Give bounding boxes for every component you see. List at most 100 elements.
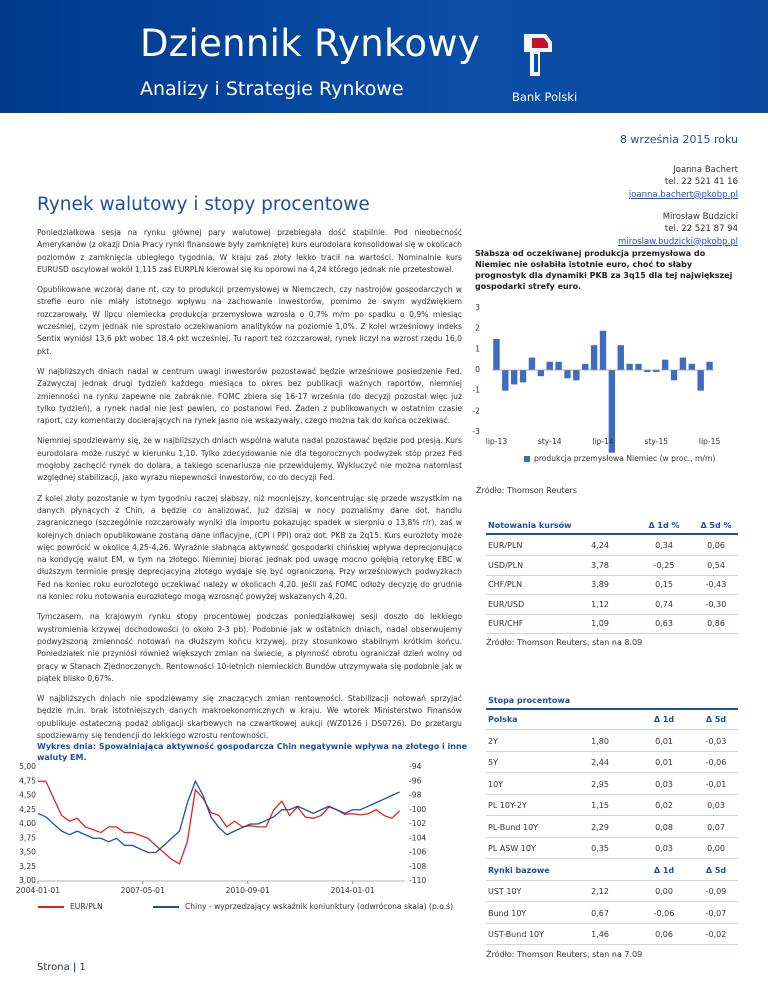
table-cell: UST-Bund 10Y xyxy=(488,930,545,939)
report-date: 8 września 2015 roku xyxy=(619,133,738,146)
y-tick-label: -1 xyxy=(472,386,480,395)
contact: Mirosław Budzicki tel. 22 521 87 94 miro… xyxy=(618,211,738,248)
report-subtitle: Analizy i Strategie Rynkowe xyxy=(140,78,404,100)
table-cell: 1,80 xyxy=(591,736,609,746)
page-number: 1 xyxy=(79,962,86,973)
y-tick-label: 2 xyxy=(475,324,480,333)
header-rule xyxy=(486,533,738,535)
x-tick-label: lip-15 xyxy=(699,437,721,446)
table-cell: 2,95 xyxy=(591,779,609,789)
row-rule xyxy=(486,793,738,795)
bar xyxy=(582,363,589,370)
bar xyxy=(519,370,527,383)
table-cell: 0,06 xyxy=(655,930,673,939)
contact: Joanna Bachert tel. 22 521 41 16 joanna.… xyxy=(629,164,738,201)
bar xyxy=(661,359,669,370)
legend-label: Chiny - wyprzedzający wskaźnik koniunktu… xyxy=(185,902,453,911)
table-cell: 0,08 xyxy=(655,822,673,832)
bar xyxy=(688,363,695,370)
bar xyxy=(644,370,651,373)
row-rule xyxy=(486,901,738,902)
table-cell: 2,44 xyxy=(591,758,609,767)
bar xyxy=(679,357,687,370)
chart-title: Słabsza od oczekiwanej produkcja przemys… xyxy=(475,249,733,291)
report-title: Dziennik Rynkowy xyxy=(140,22,481,65)
y2-tick-label: -110 xyxy=(409,876,426,885)
contact-name: Joanna Bachert xyxy=(673,165,738,175)
table-cell: Δ 1d % xyxy=(648,521,680,530)
table-cell: 0,15 xyxy=(655,580,673,589)
table-cell: -0,03 xyxy=(705,736,727,746)
bar xyxy=(590,345,598,370)
row-rule xyxy=(486,815,738,816)
chart-title: Wykres dnia: Spowalniająca aktywność gos… xyxy=(37,742,468,762)
table-cell: 2Y xyxy=(488,736,498,746)
row-rule xyxy=(486,574,738,576)
table-cell: 2,12 xyxy=(591,887,609,896)
row-rule xyxy=(486,729,738,730)
legend-label: produkcja przemysłowa Niemiec (w proc., … xyxy=(534,454,715,463)
x-tick-label: lip-14 xyxy=(592,437,614,446)
y2-tick-label: -98 xyxy=(409,791,422,800)
legend-label: EUR/PLN xyxy=(70,902,103,911)
article-body: Poniedziałkowa sesja na rynku głównej pa… xyxy=(37,227,462,750)
row-rule xyxy=(486,922,738,924)
table-cell: 0,00 xyxy=(707,844,725,853)
table-cell: 1,09 xyxy=(591,619,609,628)
y2-tick-label: -108 xyxy=(409,862,426,871)
table-cell: 0,03 xyxy=(655,844,673,853)
table-cell: -0,25 xyxy=(653,560,675,570)
table-cell: 0,03 xyxy=(655,779,673,789)
section-title: Rynek walutowy i stopy procentowe xyxy=(37,194,370,215)
table-source: Źródło: Thomson Reuters, stan na 7.09 xyxy=(486,949,643,959)
table-cell: -0,30 xyxy=(705,599,727,609)
y-tick-label: 1 xyxy=(475,344,480,353)
paragraph: Tymczasem, na krajowym rynku stopy proce… xyxy=(37,612,462,683)
table-cell: 0,03 xyxy=(707,801,725,810)
series-line xyxy=(38,780,401,865)
table-cell: 1,15 xyxy=(591,801,609,810)
table-cell: 0,07 xyxy=(707,822,725,832)
table-cell: Rynki bazowe xyxy=(488,865,550,875)
table-cell: Polska xyxy=(488,715,518,724)
bar xyxy=(493,339,500,370)
bar xyxy=(573,370,580,381)
table-cell: -0,06 xyxy=(653,908,675,918)
y2-tick-label: -94 xyxy=(409,762,422,771)
table-cell: 0,74 xyxy=(655,599,673,609)
row-rule xyxy=(486,613,738,615)
table-cell: Notowania kursów xyxy=(488,521,572,530)
bar xyxy=(502,370,509,391)
table-cell: PL-Bund 10Y xyxy=(488,822,539,832)
bar xyxy=(528,357,536,370)
table-cell: Δ 1d xyxy=(653,715,675,724)
table-cell: CHF/PLN xyxy=(488,580,523,589)
contact-email[interactable]: joanna.bachert@pkobp.pl xyxy=(628,189,738,200)
y-tick-label: 3,00 xyxy=(19,876,36,885)
table-cell: EUR/PLN xyxy=(488,541,523,550)
table-cell: Δ 1d xyxy=(653,865,675,875)
bar xyxy=(608,370,616,453)
row-rule xyxy=(486,750,738,752)
x-tick-label: 2010-09-01 xyxy=(226,886,270,895)
table-cell: 5Y xyxy=(488,758,498,767)
header-banner xyxy=(0,0,768,113)
paragraph: W najbliższych dniach nadal w centrum uw… xyxy=(37,366,462,426)
row-rule xyxy=(486,879,738,881)
row-rule xyxy=(486,944,738,945)
table-cell: 0,34 xyxy=(655,541,673,550)
header-rule xyxy=(486,708,738,710)
y-tick-label: -3 xyxy=(472,427,480,436)
y-tick-label: 3 xyxy=(475,303,480,312)
contact-email[interactable]: miroslaw.budzicki@pkobp.pl xyxy=(618,236,738,247)
table-cell: USD/PLN xyxy=(488,560,524,570)
paragraph: Opublikowane wczoraj dane nt. czy to pro… xyxy=(37,285,462,356)
bar xyxy=(599,330,607,370)
bank-logo xyxy=(524,34,552,76)
table-cell: 0,67 xyxy=(591,908,609,918)
x-tick-label: 2007-05-01 xyxy=(121,886,165,895)
y-tick-label: 4,25 xyxy=(19,805,36,814)
table-cell: EUR/CHF xyxy=(488,619,524,628)
table-cell: -0,01 xyxy=(705,779,727,789)
x-tick-label: lip-13 xyxy=(486,437,508,446)
